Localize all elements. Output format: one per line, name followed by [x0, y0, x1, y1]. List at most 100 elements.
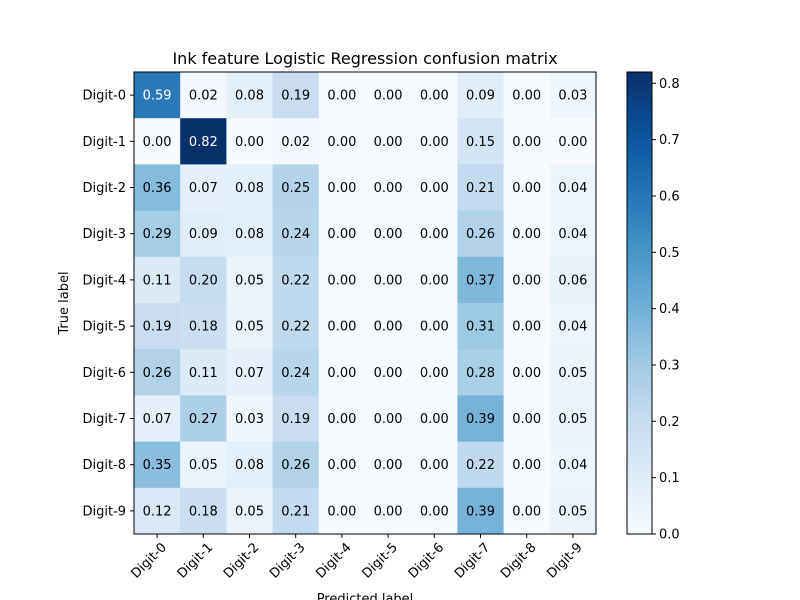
- cell-value-label: 0.02: [281, 135, 310, 150]
- colorbar-tick-label: 0.8: [659, 77, 680, 92]
- cell-value-label: 0.00: [420, 181, 449, 196]
- cell-value-label: 0.26: [466, 227, 495, 242]
- heatmap-cell: [226, 256, 274, 304]
- cell-value-label: 0.07: [189, 181, 218, 196]
- heatmap-cell: [503, 164, 551, 212]
- heatmap-cell: [180, 303, 227, 350]
- heatmap-cell: [457, 487, 505, 535]
- heatmap-cell: [226, 72, 274, 119]
- heatmap-cell: [457, 441, 505, 489]
- heatmap-cell: [318, 441, 366, 489]
- cell-value-label: 0.15: [466, 135, 495, 150]
- cell-value-label: 0.00: [420, 273, 449, 288]
- cell-value-label: 0.09: [466, 89, 495, 104]
- cell-value-label: 0.22: [466, 458, 495, 473]
- heatmap-cell: [457, 72, 505, 119]
- heatmap-cell: [365, 118, 412, 165]
- heatmap-cell: [457, 256, 505, 304]
- cell-value-label: 0.29: [143, 227, 172, 242]
- cell-value-label: 0.05: [235, 320, 264, 335]
- heatmap-cell: [411, 210, 458, 258]
- heatmap-cell: [365, 256, 412, 304]
- heatmap-cell: [272, 441, 320, 489]
- heatmap-cell: [411, 303, 458, 350]
- cell-value-label: 0.00: [512, 135, 541, 150]
- heatmap-cell: [272, 256, 320, 304]
- cell-value-label: 0.00: [512, 273, 541, 288]
- heatmap-cell: [503, 349, 551, 396]
- cell-value-label: 0.00: [327, 135, 356, 150]
- y-tick-label: Digit-7: [82, 412, 126, 427]
- x-tick-label: Digit-1: [175, 540, 216, 581]
- heatmap-cell: [318, 256, 366, 304]
- heatmap-cell: [457, 349, 505, 396]
- heatmap-cell: [180, 256, 227, 304]
- heatmap-cell: [180, 164, 227, 212]
- heatmap-cell: [226, 164, 274, 212]
- heatmap-cell: [134, 118, 181, 165]
- heatmap-cell: [549, 395, 597, 443]
- y-axis-label: True label: [57, 271, 72, 335]
- heatmap-cell: [272, 118, 320, 165]
- cell-value-label: 0.00: [327, 320, 356, 335]
- cell-value-label: 0.04: [558, 227, 587, 242]
- colorbar-tick-label: 0.7: [659, 133, 680, 148]
- heatmap-cell: [272, 349, 320, 396]
- colorbar-tick-label: 0.2: [659, 415, 680, 430]
- heatmap-cell: [549, 118, 597, 165]
- cell-value-label: 0.00: [327, 412, 356, 427]
- cell-value-label: 0.00: [512, 412, 541, 427]
- y-axis-ticks: Digit-0 Digit-1 Digit-2 Digit-3 Digit-4 Digit…: [82, 89, 134, 519]
- heatmap-cell: [503, 303, 551, 350]
- cell-value-label: 0.05: [189, 458, 218, 473]
- cell-value-label: 0.00: [374, 320, 403, 335]
- cell-value-label: 0.07: [143, 412, 172, 427]
- heatmap-cell: [549, 441, 597, 489]
- heatmap-cell: [457, 395, 505, 443]
- cell-value-label: 0.18: [189, 504, 218, 519]
- heatmap-cell: [457, 303, 505, 350]
- cell-value-label: 0.00: [374, 89, 403, 104]
- heatmap-cell: [411, 256, 458, 304]
- cell-value-label: 0.11: [143, 273, 172, 288]
- cell-value-label: 0.20: [189, 273, 218, 288]
- cell-value-label: 0.00: [512, 320, 541, 335]
- heatmap-cells: [134, 72, 597, 535]
- heatmap-cell: [549, 349, 597, 396]
- heatmap-cell: [180, 118, 227, 165]
- heatmap-cell: [272, 210, 320, 258]
- heatmap-cell: [411, 487, 458, 535]
- heatmap-cell: [134, 395, 181, 443]
- cell-value-label: 0.07: [235, 366, 264, 381]
- heatmap-cell: [226, 349, 274, 396]
- heatmap-cell: [134, 349, 181, 396]
- y-tick-label: Digit-2: [82, 181, 126, 196]
- heatmap-cell: [549, 303, 597, 350]
- x-tick-label: Digit-7: [452, 540, 493, 581]
- heatmap-cell: [549, 72, 597, 119]
- cell-value-label: 0.24: [281, 227, 310, 242]
- y-tick-label: Digit-4: [82, 273, 126, 288]
- colorbar: [626, 71, 653, 535]
- heatmap-cell: [134, 487, 181, 535]
- heatmap-cell: [226, 118, 274, 165]
- x-tick-label: Digit-9: [544, 540, 585, 581]
- y-tick-label: Digit-5: [82, 320, 126, 335]
- cell-value-label: 0.00: [420, 227, 449, 242]
- heatmap-cell: [318, 72, 366, 119]
- cell-value-label: 0.02: [189, 89, 218, 104]
- y-tick-label: Digit-3: [82, 227, 126, 242]
- heatmap-cell: [457, 164, 505, 212]
- cell-value-label: 0.39: [466, 504, 495, 519]
- x-tick-label: Digit-3: [267, 540, 308, 581]
- heatmap-cell: [272, 72, 320, 119]
- heatmap-cell: [457, 210, 505, 258]
- heatmap-cell: [503, 395, 551, 443]
- cell-value-label: 0.00: [327, 273, 356, 288]
- heatmap-cell: [226, 395, 274, 443]
- cell-value-label: 0.00: [512, 458, 541, 473]
- cell-value-label: 0.00: [420, 366, 449, 381]
- x-tick-label: Digit-6: [406, 540, 447, 581]
- heatmap-cell: [226, 487, 274, 535]
- x-axis-ticks: Digit-0 Digit-1 Digit-2 Digit-3 Digit-4 Digit…: [129, 534, 586, 582]
